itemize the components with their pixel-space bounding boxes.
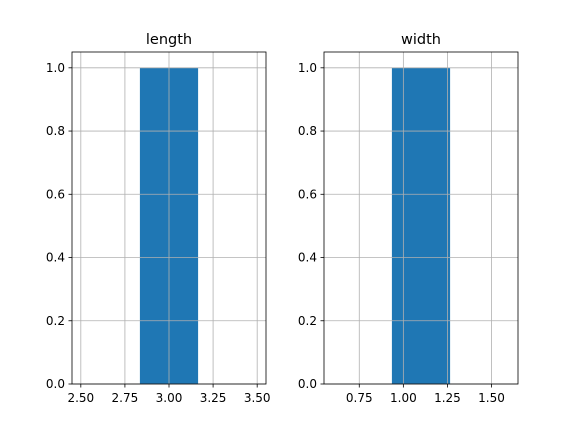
y-tick-label: 1.0 — [298, 61, 317, 75]
x-tick-label: 3.50 — [244, 391, 271, 405]
axes-frame — [323, 51, 519, 385]
y-tick-label: 1.0 — [46, 61, 65, 75]
y-tick-label: 0.8 — [46, 124, 65, 138]
x-tick-label: 3.25 — [200, 391, 227, 405]
chart-title: length — [146, 32, 192, 48]
width-histogram-panel: 0.75 1.00 1.25 1.50 0.0 0.2 0.4 0.6 0.8 1.0 width — [298, 32, 519, 405]
y-tick-label: 0.6 — [298, 187, 317, 201]
y-tick-label: 0.4 — [298, 251, 317, 265]
y-tick-label: 0.2 — [46, 314, 65, 328]
histogram-bar — [391, 67, 451, 385]
x-tick-label: 3.00 — [156, 391, 183, 405]
x-tick-label: 2.75 — [112, 391, 139, 405]
x-tick-label: 1.50 — [478, 391, 505, 405]
x-tick-label: 0.75 — [346, 391, 373, 405]
x-tick-label: 2.50 — [67, 391, 94, 405]
y-tick-label: 0.8 — [298, 124, 317, 138]
length-histogram-panel: 2.50 2.75 3.00 3.25 3.50 0.0 0.2 0.4 0.6 0.8 1.0 le… — [46, 32, 271, 405]
y-tick-label: 0.0 — [46, 377, 65, 391]
y-tick-label: 0.6 — [46, 187, 65, 201]
y-tick-label: 0.2 — [298, 314, 317, 328]
chart-title: width — [401, 32, 441, 48]
y-tick-label: 0.0 — [298, 377, 317, 391]
y-tick-label: 0.4 — [46, 251, 65, 265]
x-tick-label: 1.00 — [390, 391, 417, 405]
x-tick-label: 1.25 — [434, 391, 461, 405]
